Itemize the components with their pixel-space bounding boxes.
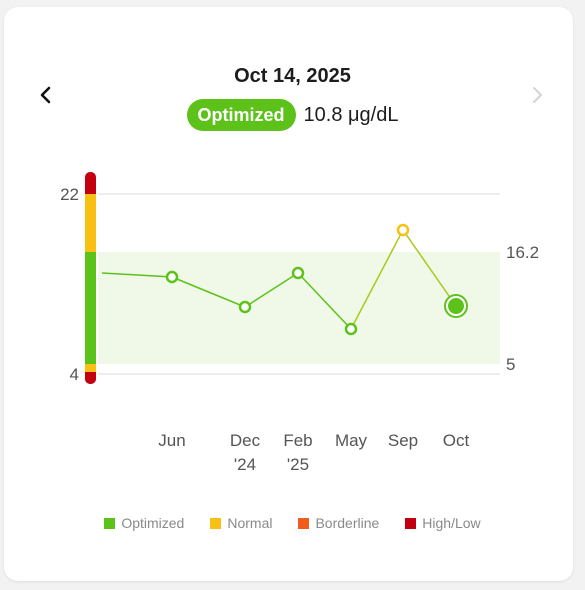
y-tick-right-label: 16.2 (506, 243, 539, 262)
legend-swatch (298, 517, 310, 529)
range-scale-segment-optimized (85, 252, 96, 364)
y-tick-left-label: 4 (70, 365, 79, 384)
previous-button[interactable] (32, 81, 60, 109)
next-button[interactable] (523, 81, 551, 109)
legend-label: High/Low (422, 515, 481, 531)
series-line-layer (101, 229, 457, 330)
legend-item-optimized: Optimized (104, 515, 184, 531)
data-point[interactable] (291, 266, 305, 280)
range-scale-bar (85, 172, 96, 384)
x-tick-label: May (335, 431, 368, 450)
data-point-selected[interactable] (448, 298, 464, 314)
legend-swatch (210, 517, 222, 529)
legend-label: Normal (227, 515, 273, 531)
data-point[interactable] (165, 270, 179, 284)
series-line-segment (244, 272, 299, 308)
result-value: 10.8 μg/dL (303, 103, 399, 126)
x-tick-label-year: '24 (234, 455, 256, 474)
data-point-layer (165, 223, 468, 336)
x-tick-label: Feb (283, 431, 312, 450)
trend-chart: 22 4 16.2 5 Jun Dec '24 Feb '25 May Sep Oct (60, 172, 539, 474)
gridline-layer (98, 193, 500, 375)
series-line-segment (350, 229, 404, 330)
data-point[interactable] (238, 300, 252, 314)
series-line-segment (402, 229, 457, 307)
legend-item-normal: Normal (210, 515, 272, 531)
range-scale-segment-cap (85, 183, 96, 194)
data-point[interactable] (344, 322, 358, 336)
data-point[interactable] (396, 223, 410, 237)
range-scale-segment-normal (85, 364, 96, 372)
y-tick-left-label: 22 (60, 185, 79, 204)
x-tick-label: Dec (230, 431, 261, 450)
series-line-segment (297, 272, 352, 330)
range-scale-segment-cap (85, 372, 96, 378)
legend: Optimized Normal Borderline High/Low (4, 515, 581, 531)
x-tick-label-year: '25 (287, 455, 309, 474)
x-tick-label: Sep (388, 431, 418, 450)
range-scale-segment-normal (85, 194, 96, 252)
series-line-segment (101, 272, 173, 278)
result-date: Oct 14, 2025 (234, 65, 351, 87)
x-tick-label: Oct (443, 431, 470, 450)
series-line-segment (171, 276, 246, 308)
chevron-right-icon (532, 86, 543, 104)
y-tick-right-label: 5 (506, 355, 515, 374)
legend-item-high-low: High/Low (405, 515, 481, 531)
status-row: Optimized 10.8 μg/dL (4, 99, 581, 131)
lab-result-card: Oct 14, 2025 Optimized 10.8 μg/dL 22 4 16.… (4, 7, 573, 581)
legend-swatch (405, 517, 417, 529)
status-badge: Optimized (186, 99, 296, 131)
y-axis-labels: 22 4 16.2 5 (60, 185, 539, 384)
x-axis-labels: Jun Dec '24 Feb '25 May Sep Oct (158, 431, 469, 474)
legend-swatch (104, 517, 116, 529)
legend-item-borderline: Borderline (298, 515, 379, 531)
result-header: Oct 14, 2025 Optimized 10.8 μg/dL (4, 63, 581, 131)
x-tick-label: Jun (158, 431, 185, 450)
legend-label: Optimized (121, 515, 185, 531)
legend-label: Borderline (315, 515, 380, 531)
chevron-left-icon (40, 86, 51, 104)
